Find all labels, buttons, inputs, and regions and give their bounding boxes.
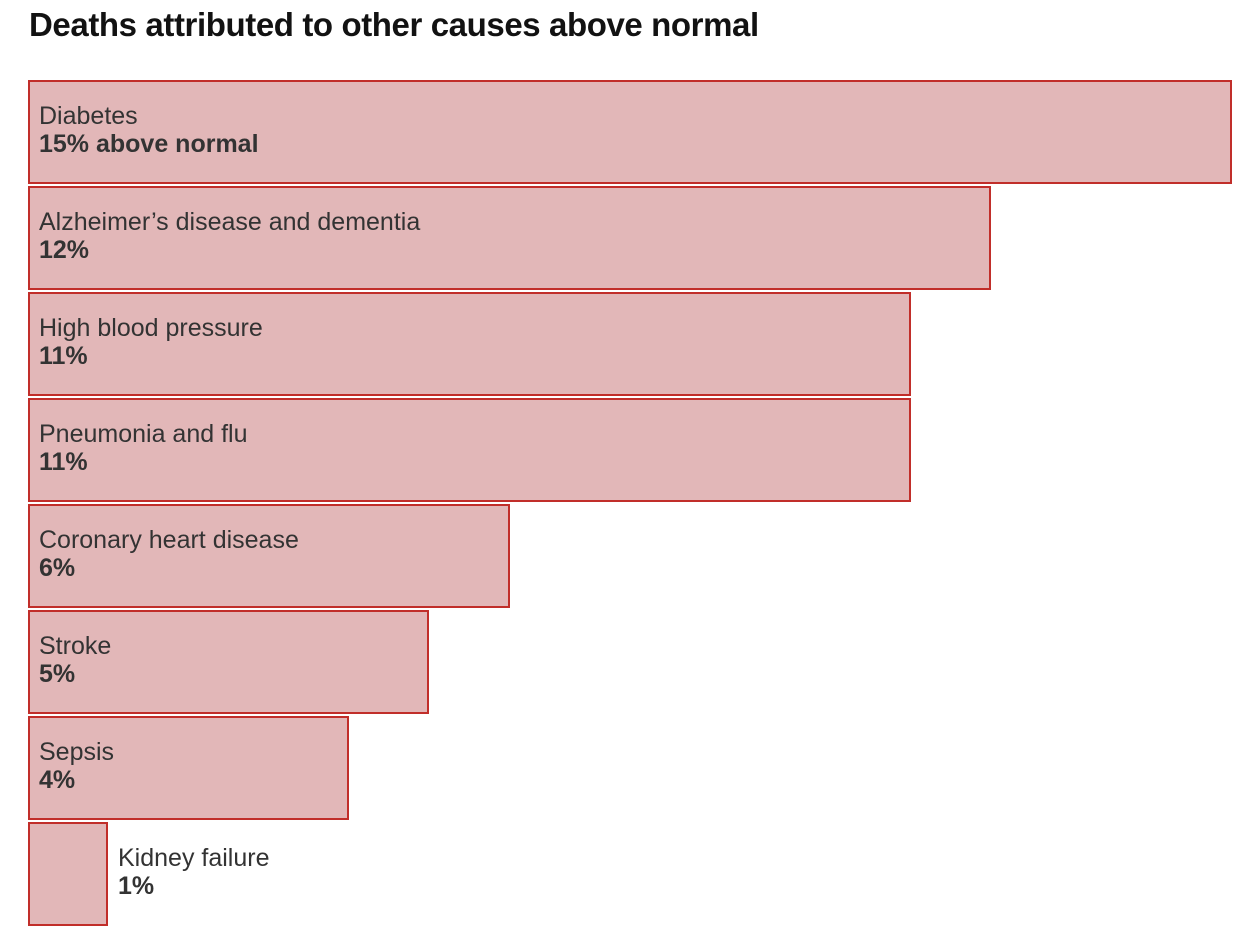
value-label: 12% xyxy=(39,236,90,264)
bar-row: Pneumonia and flu 11% xyxy=(28,398,1232,502)
category-label: Pneumonia and flu xyxy=(39,420,248,448)
bar xyxy=(28,822,108,926)
bar xyxy=(28,716,349,820)
bar-label: Diabetes 15% above normal xyxy=(39,102,259,158)
chart-title: Deaths attributed to other causes above … xyxy=(29,6,759,43)
value-label: 11% xyxy=(39,448,88,476)
bar-label: Alzheimer’s disease and dementia 12% xyxy=(39,208,420,264)
bar xyxy=(28,186,991,290)
category-label: Alzheimer’s disease and dementia xyxy=(39,208,421,236)
bar xyxy=(28,504,510,608)
bar-label: Stroke 5% xyxy=(39,632,111,688)
category-label: Kidney failure xyxy=(118,844,270,872)
bar-row: Diabetes 15% above normal xyxy=(28,80,1232,184)
category-label: Sepsis xyxy=(39,738,115,766)
value-label: 1% xyxy=(118,872,155,900)
value-label: 11% xyxy=(39,342,88,370)
bar-row: Stroke 5% xyxy=(28,610,1232,714)
category-label: Diabetes xyxy=(39,102,138,130)
bar-row: Coronary heart disease 6% xyxy=(28,504,1232,608)
bar xyxy=(28,80,1232,184)
bar-label: Kidney failure 1% xyxy=(118,844,269,900)
bar-row: High blood pressure 11% xyxy=(28,292,1232,396)
bar-label: Pneumonia and flu 11% xyxy=(39,420,247,476)
value-label: 15% above normal xyxy=(39,130,259,158)
bar-label: Sepsis 4% xyxy=(39,738,114,794)
value-label: 6% xyxy=(39,554,76,582)
category-label: Stroke xyxy=(39,632,112,660)
bar-label: Coronary heart disease 6% xyxy=(39,526,299,582)
value-label: 5% xyxy=(39,660,76,688)
bar-label: High blood pressure 11% xyxy=(39,314,263,370)
category-label: High blood pressure xyxy=(39,314,263,342)
bar-row: Sepsis 4% xyxy=(28,716,1232,820)
bar xyxy=(28,292,911,396)
bar-row: Alzheimer’s disease and dementia 12% xyxy=(28,186,1232,290)
value-label: 4% xyxy=(39,766,76,794)
category-label: Coronary heart disease xyxy=(39,526,299,554)
bar xyxy=(28,398,911,502)
bar-row: Kidney failure 1% xyxy=(28,822,1232,926)
bar xyxy=(28,610,429,714)
